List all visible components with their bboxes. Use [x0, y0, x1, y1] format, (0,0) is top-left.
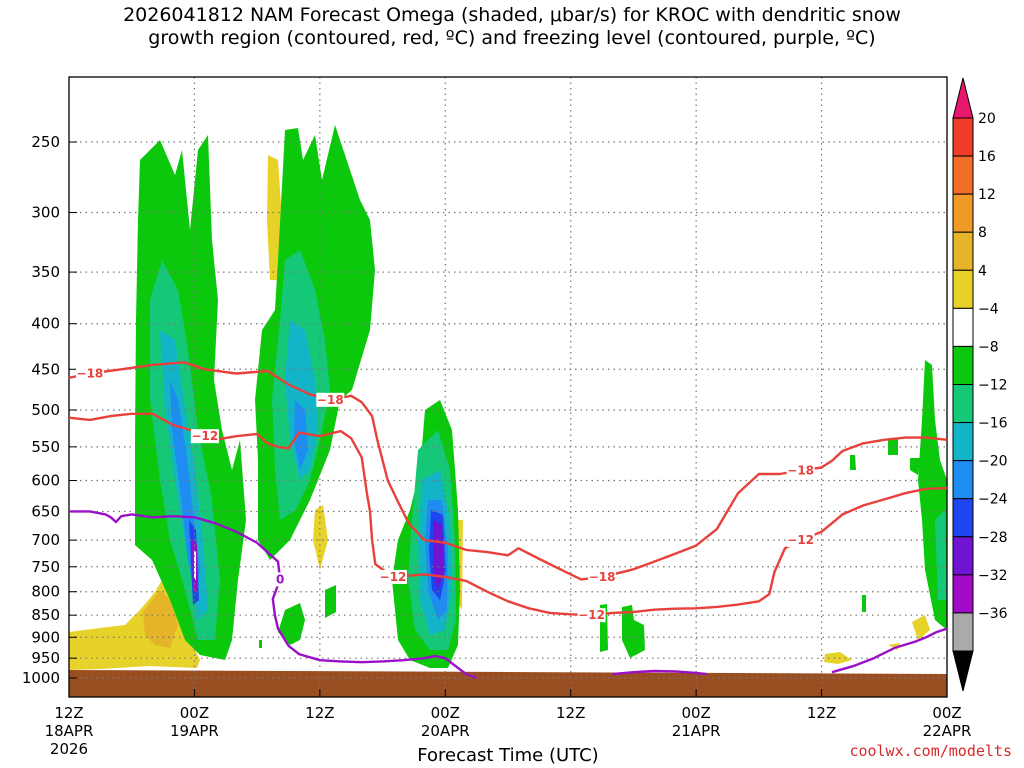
- colorbar-label-10: −24: [978, 492, 1008, 508]
- x-tick-date-0: 18APR: [45, 722, 94, 740]
- colorbar-label-3: 8: [978, 225, 987, 241]
- x-tick-label-6: 12Z: [807, 704, 836, 722]
- contour-label-minus18-c: −18: [589, 570, 616, 584]
- y-tick-label-600: 600: [31, 471, 60, 489]
- colorbar-box-4: [952, 269, 974, 309]
- contour-freezing_level-2: [69, 510, 478, 680]
- colorbar-label-2: 12: [978, 187, 996, 203]
- x-tick-label-7: 00Z: [932, 704, 961, 722]
- contour-label-minus18-b: −18: [317, 393, 344, 407]
- contour-label-minus18-c-bg: [588, 569, 617, 584]
- colorbar-box-6: [952, 345, 974, 385]
- omega-shading: [69, 125, 947, 697]
- x-tick-date-7: 22APR: [923, 722, 972, 740]
- colorbar-box-0: [952, 117, 974, 157]
- contour-label-minus12-a: −12: [191, 429, 218, 443]
- contour-label-minus12-d-bg: [786, 533, 815, 548]
- contour-label-minus18-d-bg: [786, 463, 815, 478]
- x-tick-year-0: 2026: [50, 740, 88, 758]
- colorbar-box-7: [952, 384, 974, 424]
- colorbar-label-12: −32: [978, 568, 1008, 584]
- x-tick-label-0: 12Z: [54, 704, 83, 722]
- colorbar-label-7: −12: [978, 378, 1008, 394]
- contour-label-minus12-d: −12: [787, 533, 814, 547]
- chart-title: 2026041812 NAM Forecast Omega (shaded, μ…: [0, 4, 1024, 50]
- colorbar-label-0: 20: [978, 111, 996, 127]
- y-tick-label-900: 900: [31, 628, 60, 646]
- colorbar-box-2: [952, 193, 974, 233]
- colorbar-box-1: [952, 155, 974, 195]
- x-tick-label-2: 12Z: [305, 704, 334, 722]
- contour-label-zero-a: 0: [276, 572, 284, 586]
- contour-label-minus12-c: −12: [578, 608, 605, 622]
- y-tick-label-950: 950: [31, 649, 60, 667]
- y-tick-label-350: 350: [31, 263, 60, 281]
- contour-freezing_level-3: [612, 669, 707, 676]
- colorbar-label-9: −20: [978, 454, 1008, 470]
- x-axis-title: Forecast Time (UTC): [417, 745, 598, 766]
- contour-freezing_level-4: [831, 627, 948, 674]
- credit-url[interactable]: coolwx.com/modelts: [849, 742, 1012, 760]
- contour-label-minus18-a-bg: [75, 366, 104, 381]
- plot-frame: [68, 76, 948, 698]
- x-tick-label-3: 00Z: [431, 704, 460, 722]
- colorbar-label-11: −28: [978, 530, 1008, 546]
- colorbar-box-10: [952, 498, 974, 538]
- contour-lines: −18 −18 −18 −18 −12 −12 −12 −12 0: [68, 361, 948, 680]
- y-tick-label-850: 850: [31, 606, 60, 624]
- x-tick-label-1: 00Z: [180, 704, 209, 722]
- colorbar-label-8: −16: [978, 416, 1008, 432]
- colorbar-box-11: [952, 536, 974, 576]
- colorbar-box-13: [952, 612, 974, 652]
- colorbar-label-6: −8: [978, 339, 999, 355]
- chart-title-line-2: growth region (contoured, red, ºC) and f…: [148, 27, 876, 49]
- y-tick-label-800: 800: [31, 583, 60, 601]
- y-tick-label-650: 650: [31, 502, 60, 520]
- contour-label-minus12-b-bg: [379, 569, 408, 584]
- omega-colorbar: 20 16 12 8 4 −4 −8 −12 −16 −20 −24 −28 −32 −36: [952, 77, 1008, 692]
- chart-title-line-1: 2026041812 NAM Forecast Omega (shaded, μ…: [123, 4, 901, 26]
- x-tick-label-4: 12Z: [556, 704, 585, 722]
- y-tick-label-750: 750: [31, 558, 60, 576]
- colorbar-label-4: 4: [978, 263, 987, 279]
- contour-label-minus18-d: −18: [787, 464, 814, 478]
- contour-label-minus18-b-bg: [316, 392, 345, 407]
- y-tick-label-450: 450: [31, 360, 60, 378]
- colorbar-label-13: −36: [978, 606, 1008, 622]
- y-tick-label-500: 500: [31, 401, 60, 419]
- y-tick-label-250: 250: [31, 133, 60, 151]
- colorbar-bottom-arrow: [952, 650, 974, 692]
- x-tick-label-5: 00Z: [681, 704, 710, 722]
- y-tick-label-700: 700: [31, 531, 60, 549]
- colorbar-box-3: [952, 231, 974, 271]
- contour-label-minus12-b: −12: [380, 570, 407, 584]
- y-tick-label-300: 300: [31, 203, 60, 221]
- y-tick-label-1000: 1000: [22, 669, 60, 687]
- y-tick-label-400: 400: [31, 315, 60, 333]
- colorbar-box-5: [952, 307, 974, 347]
- contour-label-minus12-c-bg: [577, 608, 606, 623]
- x-tick-date-3: 20APR: [421, 722, 470, 740]
- colorbar-label-5: −4: [978, 301, 999, 317]
- contour-label-minus12-a-bg: [190, 429, 219, 444]
- contour-label-minus18-a: −18: [77, 367, 104, 381]
- colorbar-box-8: [952, 422, 974, 462]
- x-tick-date-1: 19APR: [170, 722, 219, 740]
- y-tick-label-550: 550: [31, 438, 60, 456]
- x-tick-date-5: 21APR: [672, 722, 721, 740]
- ground-fill: [69, 670, 947, 697]
- colorbar-top-arrow: [952, 77, 974, 119]
- contour-label-zero-a-bg: [274, 572, 287, 587]
- colorbar-label-1: 16: [978, 149, 996, 165]
- colorbar-box-12: [952, 574, 974, 614]
- colorbar-box-9: [952, 460, 974, 500]
